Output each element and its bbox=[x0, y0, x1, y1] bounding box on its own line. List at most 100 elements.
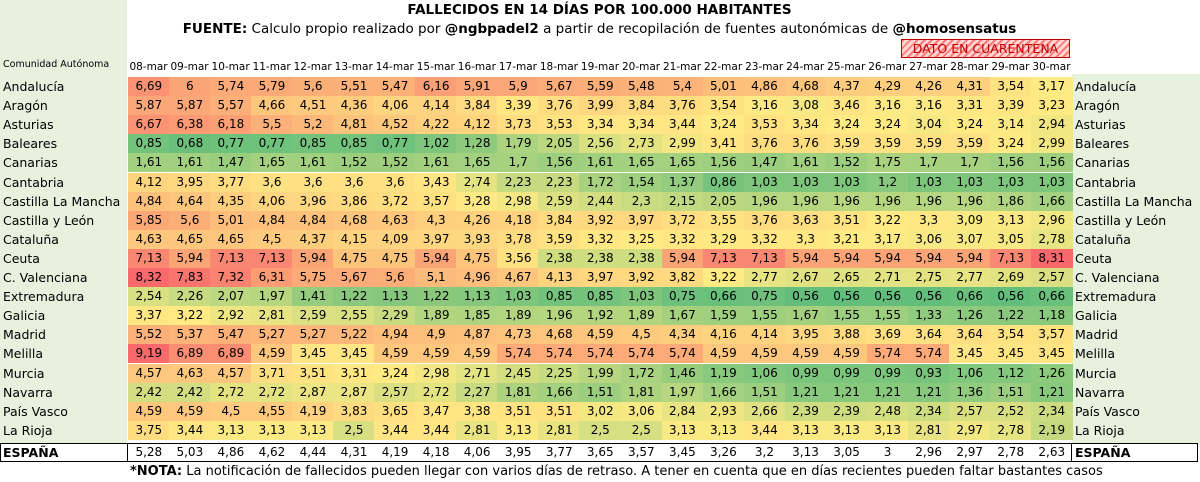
heatmap-cell: 5,9 bbox=[497, 77, 540, 96]
date-header: 09-mar bbox=[170, 61, 209, 73]
heatmap-cell: 5,37 bbox=[169, 325, 211, 345]
heatmap-cell: 2,99 bbox=[661, 134, 704, 154]
row-label-right: Cantabria bbox=[1075, 174, 1137, 190]
heatmap-cell: 4,13 bbox=[538, 268, 581, 287]
heatmap-cell: 3,76 bbox=[743, 210, 786, 230]
heatmap-cell: 2,15 bbox=[661, 191, 704, 211]
date-header: 13-mar bbox=[334, 61, 373, 73]
heatmap-cell: 3,59 bbox=[538, 229, 581, 249]
heatmap-cell: 4,31 bbox=[340, 445, 368, 459]
heatmap-cell: 3,26 bbox=[710, 445, 737, 459]
heatmap-cell: 3,45 bbox=[333, 344, 375, 364]
heatmap-cell: 0,86 bbox=[702, 172, 745, 192]
heatmap-cell: 0,75 bbox=[661, 287, 704, 307]
heatmap-cell: 2,3 bbox=[620, 191, 663, 211]
date-header: 21-mar bbox=[663, 61, 702, 73]
heatmap-cell: 3,77 bbox=[545, 445, 573, 459]
heatmap-cell: 3,95 bbox=[504, 445, 532, 459]
heatmap-cell: 2,26 bbox=[169, 287, 211, 307]
heatmap-cell: 5,74 bbox=[538, 344, 581, 364]
heatmap-cell: 2,38 bbox=[579, 248, 622, 268]
row-label-left: Ceuta bbox=[3, 250, 40, 266]
heatmap-cell: 2,77 bbox=[948, 268, 991, 287]
heatmap-cell: 2,71 bbox=[866, 268, 909, 287]
heatmap-cell: 4,59 bbox=[456, 344, 498, 364]
heatmap-cell: 4,59 bbox=[743, 344, 786, 364]
heatmap-cell: 6,38 bbox=[169, 115, 211, 135]
heatmap-cell: 8,32 bbox=[128, 268, 170, 287]
heatmap-cell: 4,06 bbox=[374, 96, 416, 116]
heatmap-cell: 3,59 bbox=[948, 134, 991, 154]
heatmap-cell: 3,51 bbox=[497, 401, 540, 421]
date-header: 25-mar bbox=[827, 61, 866, 73]
heatmap-cell: 5,94 bbox=[866, 248, 909, 268]
heatmap-cell: 2,96 bbox=[1030, 210, 1073, 230]
row-label-right: Cataluña bbox=[1075, 231, 1131, 247]
heatmap-cell: 3,2 bbox=[754, 445, 774, 459]
heatmap-cell: 2,81 bbox=[251, 306, 293, 326]
heatmap-cell: 4,35 bbox=[210, 191, 252, 211]
heatmap-cell: 3,46 bbox=[825, 96, 868, 116]
heatmap-cell: 2,78 bbox=[1030, 229, 1073, 249]
heatmap-cell: 2,65 bbox=[825, 268, 868, 287]
heatmap-cell: 3,78 bbox=[497, 229, 540, 249]
heatmap-cell: 3,95 bbox=[784, 325, 827, 345]
heatmap-cell: 1,03 bbox=[743, 172, 786, 192]
heatmap-cell: 1,55 bbox=[825, 306, 868, 326]
heatmap-cell: 3,73 bbox=[497, 115, 540, 135]
heatmap-cell: 1,7 bbox=[948, 153, 991, 173]
heatmap-cell: 3,13 bbox=[989, 210, 1032, 230]
row-label-left: Cataluña bbox=[3, 231, 59, 247]
heatmap-cell: 5,28 bbox=[135, 445, 163, 459]
heatmap-cell: 4,62 bbox=[258, 445, 286, 459]
heatmap-cell: 1,75 bbox=[866, 153, 909, 173]
heatmap-cell: 3,97 bbox=[620, 210, 663, 230]
heatmap-cell: 3,34 bbox=[620, 115, 663, 135]
heatmap-cell: 1,21 bbox=[907, 382, 950, 402]
heatmap-cell: 4,68 bbox=[333, 210, 375, 230]
heatmap-cell: 1,06 bbox=[743, 363, 786, 383]
heatmap-cell: 5,75 bbox=[292, 268, 334, 287]
heatmap-cell: 3,54 bbox=[989, 77, 1032, 96]
footnote-prefix: *NOTA: bbox=[130, 464, 183, 479]
date-header: 12-mar bbox=[293, 61, 332, 73]
heatmap-cell: 0,85 bbox=[333, 134, 375, 154]
heatmap-cell: 3,76 bbox=[538, 96, 581, 116]
heatmap-cell: 3,08 bbox=[784, 96, 827, 116]
heatmap-cell: 4,15 bbox=[333, 229, 375, 249]
heatmap-cell: 4,9 bbox=[415, 325, 457, 345]
heatmap-cell: 5,74 bbox=[497, 344, 540, 364]
heatmap-cell: 3,22 bbox=[866, 210, 909, 230]
heatmap-cell: 3,88 bbox=[825, 325, 868, 345]
heatmap-cell: 1,03 bbox=[948, 172, 991, 192]
heatmap-cell: 3,13 bbox=[210, 420, 252, 440]
heatmap-cell: 3,93 bbox=[456, 229, 498, 249]
heatmap-cell: 4,86 bbox=[217, 445, 245, 459]
row-label-right: La Rioja bbox=[1075, 422, 1125, 438]
heatmap-cell: 4,87 bbox=[456, 325, 498, 345]
heatmap-cell: 1,12 bbox=[989, 363, 1032, 383]
heatmap-cell: 4,12 bbox=[128, 172, 170, 192]
date-header: 29-mar bbox=[991, 61, 1030, 73]
heatmap-cell: 3,21 bbox=[825, 229, 868, 249]
heatmap-cell: 3,54 bbox=[989, 325, 1032, 345]
heatmap-cell: 2,57 bbox=[948, 401, 991, 421]
heatmap-cell: 1,61 bbox=[128, 153, 170, 173]
heatmap-cell: 3,23 bbox=[1030, 96, 1073, 116]
heatmap-cell: 6,89 bbox=[169, 344, 211, 364]
heatmap-cell: 2,45 bbox=[497, 363, 540, 383]
row-label-left: Andalucía bbox=[3, 79, 65, 94]
heatmap-cell: 2,72 bbox=[415, 382, 457, 402]
heatmap-cell: 0,99 bbox=[784, 363, 827, 383]
row-label-right: País Vasco bbox=[1075, 403, 1140, 419]
heatmap-cell: 4,34 bbox=[661, 325, 704, 345]
heatmap-cell: 1,46 bbox=[661, 363, 704, 383]
heatmap-cell: 4,5 bbox=[210, 401, 252, 421]
heatmap-cell: 5,94 bbox=[948, 248, 991, 268]
heatmap-cell: 3,64 bbox=[948, 325, 991, 345]
row-label-left: Extremadura bbox=[3, 289, 85, 305]
heatmap-cell: 1,89 bbox=[415, 306, 457, 326]
heatmap-cell: 1,56 bbox=[989, 153, 1032, 173]
heatmap-cell: 7,32 bbox=[210, 268, 252, 287]
heatmap-cell: 0,75 bbox=[743, 287, 786, 307]
